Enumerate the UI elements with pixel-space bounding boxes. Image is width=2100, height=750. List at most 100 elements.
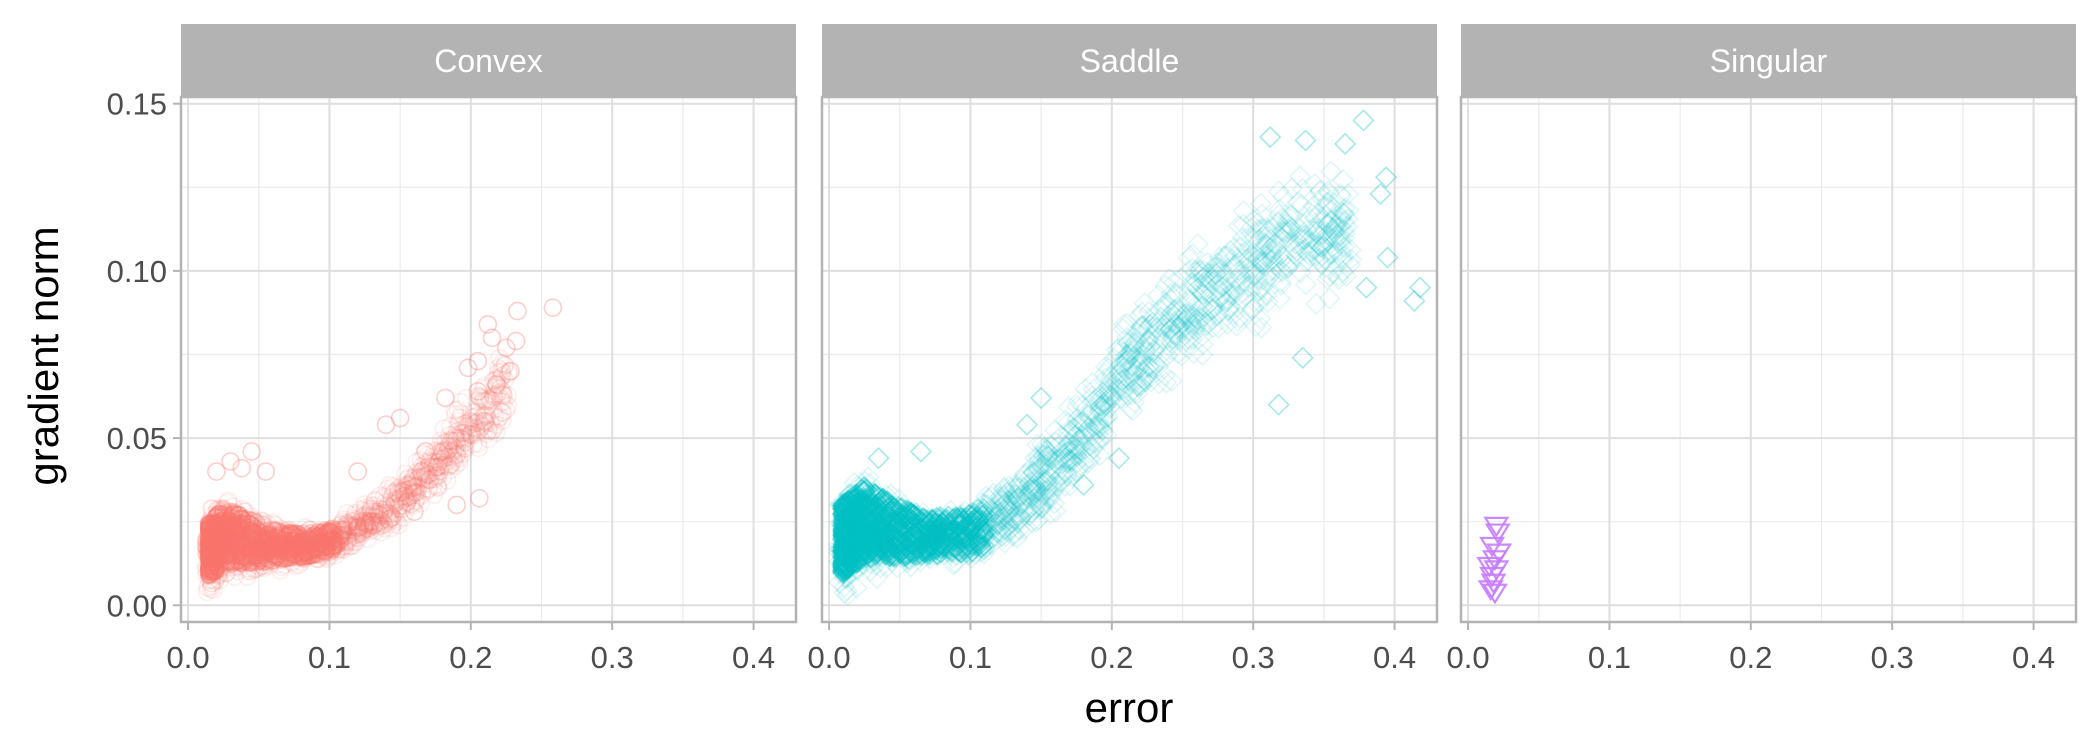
data-point: [269, 546, 289, 566]
data-point: [311, 533, 331, 552]
data-point: [358, 529, 378, 549]
data-point: [245, 523, 264, 542]
data-point: [209, 525, 229, 545]
data-point: [198, 526, 218, 546]
x-tick-label: 0.1: [308, 640, 351, 675]
data-point: [210, 531, 229, 550]
data-point: [381, 504, 400, 524]
data-point: [337, 504, 357, 523]
data-point: [209, 513, 229, 533]
data-point: [259, 550, 279, 569]
data-point: [270, 519, 290, 538]
facet-strip-label: Saddle: [1080, 43, 1180, 79]
data-point: [297, 543, 316, 563]
data-point: [294, 543, 313, 562]
data-point: [415, 463, 435, 483]
data-point: [403, 481, 423, 501]
data-point: [383, 515, 402, 534]
data-point: [214, 515, 234, 535]
data-point: [259, 542, 279, 561]
data-point: [320, 546, 339, 566]
data-point: [202, 560, 221, 579]
data-point: [233, 527, 252, 547]
data-point: [253, 550, 273, 569]
data-point: [428, 475, 447, 495]
data-point: [255, 522, 275, 542]
data-point: [209, 528, 229, 548]
data-point: [420, 470, 440, 490]
data-point: [408, 469, 428, 488]
data-point: [466, 413, 486, 433]
data-point: [304, 528, 324, 548]
data-point: [199, 538, 219, 558]
data-point: [234, 531, 254, 551]
data-point: [323, 539, 342, 559]
data-point: [344, 518, 364, 537]
data-point: [285, 531, 305, 551]
data-point: [200, 526, 220, 546]
data-point: [354, 511, 374, 530]
data-point: [436, 433, 456, 452]
data-point: [356, 498, 375, 518]
data-point: [226, 531, 245, 550]
data-point: [240, 521, 260, 541]
data-point: [299, 539, 319, 558]
data-point: [270, 527, 289, 546]
data-point: [445, 401, 465, 420]
data-point: [464, 407, 484, 427]
data-point: [485, 378, 505, 397]
data-point: [266, 548, 285, 567]
data-point: [378, 510, 398, 529]
data-point: [493, 403, 513, 422]
data-point: [200, 531, 219, 551]
data-point: [369, 513, 389, 532]
data-point: [476, 414, 496, 433]
data-point: [266, 536, 286, 555]
data-point: [264, 535, 283, 555]
data-point: [305, 524, 325, 544]
data-point: [344, 520, 363, 540]
data-point: [209, 535, 229, 555]
data-point: [218, 522, 238, 542]
data-point: [365, 516, 384, 535]
data-point: [202, 547, 222, 567]
data-point: [302, 534, 322, 554]
data-point: [235, 546, 255, 566]
data-point: [232, 510, 251, 530]
data-point: [487, 374, 507, 393]
data-point: [441, 455, 460, 475]
facet-strip-label: Singular: [1710, 43, 1828, 79]
data-point: [311, 528, 331, 547]
data-point: [357, 513, 376, 532]
data-point: [407, 476, 426, 496]
data-point: [445, 426, 465, 446]
data-point: [241, 515, 261, 535]
data-point: [348, 518, 368, 538]
data-point: [375, 500, 394, 519]
data-point: [472, 416, 491, 436]
data-point: [322, 530, 342, 549]
data-point: [485, 407, 505, 427]
data-point: [210, 532, 230, 552]
data-point: [340, 536, 359, 556]
data-point: [327, 536, 346, 556]
data-point: [232, 536, 251, 555]
data-point: [214, 526, 233, 545]
data-point: [249, 524, 268, 544]
data-point: [229, 519, 248, 538]
data-point: [432, 449, 452, 469]
data-point: [337, 533, 357, 552]
data-point: [356, 511, 375, 531]
data-point: [432, 446, 451, 465]
data-point: [347, 519, 367, 538]
data-point: [219, 513, 239, 533]
x-tick-label: 0.4: [2012, 640, 2055, 675]
data-point: [262, 537, 282, 557]
data-point: [352, 522, 371, 542]
data-point: [335, 536, 354, 556]
data-point: [255, 518, 274, 537]
data-point: [388, 489, 408, 509]
data-point: [281, 536, 301, 556]
data-point: [354, 506, 373, 525]
data-point: [302, 537, 321, 557]
